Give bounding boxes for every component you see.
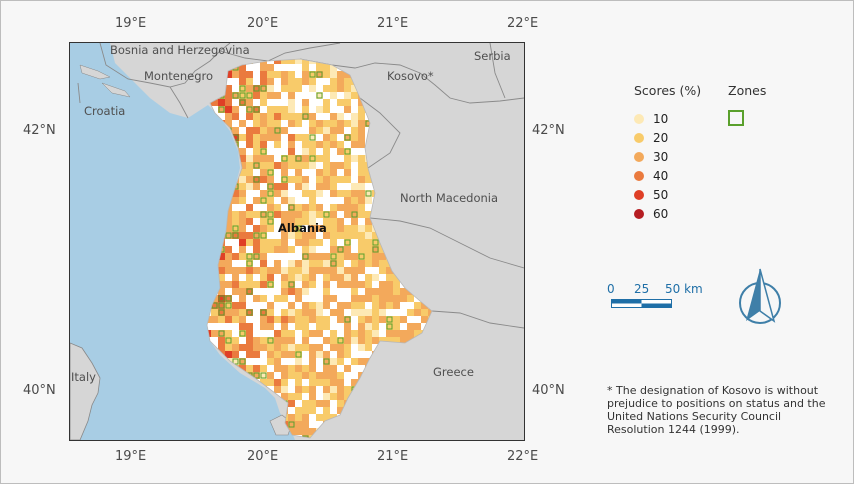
label-croatia: Croatia (84, 104, 126, 118)
top-lon-22: 22°E (507, 16, 539, 31)
kosovo-footnote: * The designation of Kosovo is without p… (607, 384, 827, 436)
bottom-lon-20: 20°E (247, 449, 279, 464)
bottom-lon-22: 22°E (507, 449, 539, 464)
legend-scores-title: Scores (%) (634, 83, 702, 98)
north-arrow-icon (739, 268, 781, 324)
legend-score-label-30: 30 (653, 150, 669, 164)
country-borders (77, 43, 524, 329)
legend-score-swatch-30 (634, 152, 644, 162)
label-kosovo: Kosovo* (387, 69, 434, 83)
legend-score-label-20: 20 (653, 131, 669, 145)
top-lon-21: 21°E (377, 16, 409, 31)
label-serbia: Serbia (474, 49, 511, 63)
legend-score-label-40: 40 (653, 169, 669, 183)
adriatic-sea (70, 43, 295, 440)
label-north-macedonia: North Macedonia (400, 191, 499, 205)
legend-zone-swatch (728, 110, 744, 126)
scale-label-50km: 50 km (665, 282, 703, 296)
legend-zones-title: Zones (728, 83, 767, 98)
map-panel[interactable]: Bosnia and Herzegovina Serbia Montenegro… (69, 42, 525, 441)
scale-label-25: 25 (634, 282, 650, 296)
bottom-lon-19: 19°E (115, 449, 147, 464)
legend-score-label-50: 50 (653, 188, 669, 202)
bottom-lon-21: 21°E (377, 449, 409, 464)
label-albania: Albania (278, 221, 327, 235)
map-canvas (70, 43, 524, 440)
legend-score-label-60: 60 (653, 207, 669, 221)
scale-bar (611, 299, 672, 308)
label-bosnia: Bosnia and Herzegovina (110, 43, 250, 57)
top-lon-20: 20°E (247, 16, 279, 31)
right-lat-42: 42°N (532, 123, 565, 138)
legend-score-swatch-50 (634, 190, 644, 200)
label-greece: Greece (433, 365, 474, 379)
scale-label-0: 0 (607, 282, 615, 296)
legend-score-swatch-10 (634, 114, 644, 124)
label-italy: Italy (71, 370, 96, 384)
left-lat-42: 42°N (23, 123, 56, 138)
legend-score-swatch-60 (634, 209, 644, 219)
legend-score-label-10: 10 (653, 112, 669, 126)
legend-score-swatch-20 (634, 133, 644, 143)
legend-score-swatch-40 (634, 171, 644, 181)
label-montenegro: Montenegro (144, 69, 214, 83)
left-lat-40: 40°N (23, 383, 56, 398)
top-lon-19: 19°E (115, 16, 147, 31)
right-lat-40: 40°N (532, 383, 565, 398)
italy-land (70, 342, 101, 440)
footnote-text: * The designation of Kosovo is without p… (607, 384, 826, 436)
